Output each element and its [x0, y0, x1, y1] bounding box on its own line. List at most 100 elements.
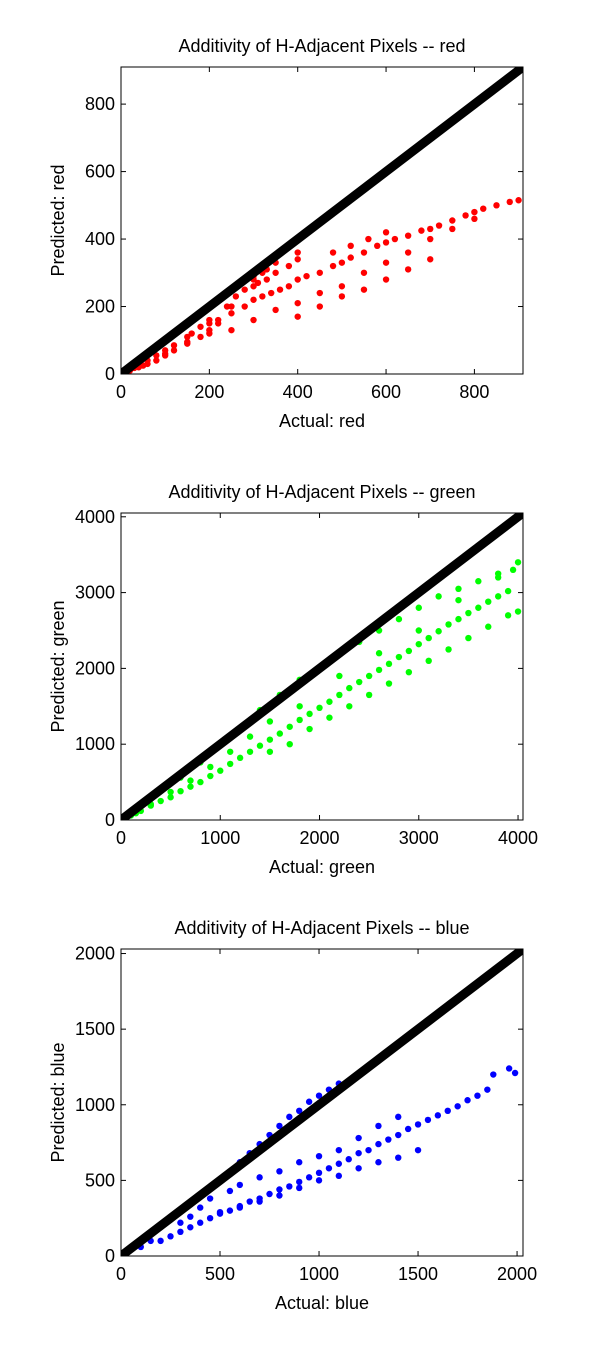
green-data-point [207, 763, 214, 771]
green-data-point [514, 559, 522, 566]
red-data-point [294, 249, 301, 256]
red-data-point [427, 256, 434, 263]
red-identity-line [121, 67, 523, 374]
blue-data-point [325, 1165, 333, 1172]
blue-y-axis-label: Predicted: blue [48, 1042, 68, 1162]
red-data-point [250, 296, 257, 303]
green-data-point [504, 587, 512, 595]
blue-data-point [197, 1219, 204, 1226]
red-data-point [259, 293, 266, 300]
blue-data-point [296, 1184, 303, 1192]
red-data-point [418, 227, 425, 234]
red-chart-title: Additivity of H-Adjacent Pixels -- red [178, 36, 465, 56]
red-y-tick-label: 800 [85, 94, 115, 114]
green-data-point [395, 615, 403, 623]
blue-data-point [315, 1152, 323, 1160]
red-data-point [449, 217, 456, 224]
blue-data-point [474, 1092, 481, 1099]
red-data-point [360, 286, 368, 293]
red-data-point [228, 326, 235, 334]
green-data-point [405, 647, 413, 655]
red-data-point [197, 333, 204, 341]
blue-data-point [276, 1192, 283, 1199]
green-data-point [475, 604, 482, 611]
green-x-tick-label: 4000 [498, 828, 538, 848]
blue-data-point [236, 1204, 244, 1211]
blue-data-point [276, 1186, 283, 1193]
green-x-tick-label: 3000 [399, 828, 439, 848]
green-data-point [375, 650, 383, 657]
red-data-point [214, 316, 222, 324]
red-y-axis-label: Predicted: red [48, 164, 68, 276]
green-panel: 0 1000 2000 3000 4000 0 1000 2000 3000 4000 Additi… [48, 482, 538, 877]
red-y-tick-label: 200 [85, 297, 115, 317]
green-data-point [365, 691, 373, 699]
green-data-point [375, 666, 383, 674]
red-data-point [360, 269, 368, 276]
green-data-point [246, 733, 254, 740]
green-x-tick-label: 1000 [200, 828, 240, 848]
green-data-point [217, 767, 224, 774]
green-data-point [425, 634, 432, 642]
red-data-point [338, 293, 346, 300]
red-data-point [471, 215, 478, 223]
red-x-tick-label: 400 [283, 382, 313, 402]
red-data-point [347, 254, 354, 261]
blue-data-point [395, 1131, 402, 1139]
red-data-point [382, 229, 390, 236]
blue-data-point [315, 1092, 323, 1099]
blue-y-tick-label: 0 [105, 1246, 115, 1266]
red-data-point [188, 330, 195, 337]
red-data-point [276, 286, 284, 293]
green-data-point [207, 772, 214, 780]
green-data-layer [121, 513, 523, 820]
red-data-point [161, 350, 169, 357]
green-data-point [494, 574, 502, 581]
blue-data-point [177, 1228, 184, 1236]
blue-data-point [375, 1159, 382, 1166]
red-data-point [316, 289, 323, 297]
blue-data-point [335, 1146, 343, 1154]
red-data-point [493, 202, 500, 209]
blue-data-point [375, 1140, 382, 1148]
blue-data-layer [121, 949, 523, 1256]
red-data-point [184, 333, 191, 341]
blue-data-point [157, 1237, 164, 1245]
red-x-axis-label: Actual: red [279, 411, 365, 431]
green-data-point [509, 566, 517, 574]
red-data-point [329, 249, 337, 256]
red-data-point [480, 205, 487, 212]
green-x-axis-label: Actual: green [269, 857, 375, 877]
red-y-tick-label: 0 [105, 364, 115, 384]
green-data-point [167, 788, 174, 796]
blue-data-point [305, 1098, 313, 1105]
green-data-point [187, 783, 194, 790]
blue-data-point [266, 1190, 273, 1198]
red-data-point [294, 299, 301, 307]
red-data-point [184, 338, 191, 346]
red-data-point [347, 242, 354, 250]
green-data-point [197, 778, 204, 786]
green-chart-title: Additivity of H-Adjacent Pixels -- green [168, 482, 475, 502]
green-data-point [455, 585, 462, 593]
blue-data-point [246, 1198, 253, 1205]
blue-data-point [305, 1174, 313, 1181]
red-data-point [206, 320, 213, 327]
red-x-tick-label: 800 [459, 382, 489, 402]
blue-data-point [187, 1224, 194, 1231]
green-data-point [356, 678, 363, 686]
red-x-tick-label: 600 [371, 382, 401, 402]
red-y-tick-label: 600 [85, 162, 115, 182]
red-data-point [515, 197, 522, 204]
red-x-tick-label: 0 [116, 382, 126, 402]
blue-data-point [355, 1134, 362, 1142]
blue-chart-title: Additivity of H-Adjacent Pixels -- blue [174, 918, 469, 938]
red-data-point [404, 232, 412, 239]
red-data-point [404, 266, 412, 273]
green-data-point [415, 640, 422, 648]
green-data-point [425, 657, 432, 665]
blue-data-point [315, 1169, 323, 1177]
green-data-point [455, 596, 462, 604]
green-data-point [455, 615, 462, 623]
red-data-point [427, 235, 434, 243]
